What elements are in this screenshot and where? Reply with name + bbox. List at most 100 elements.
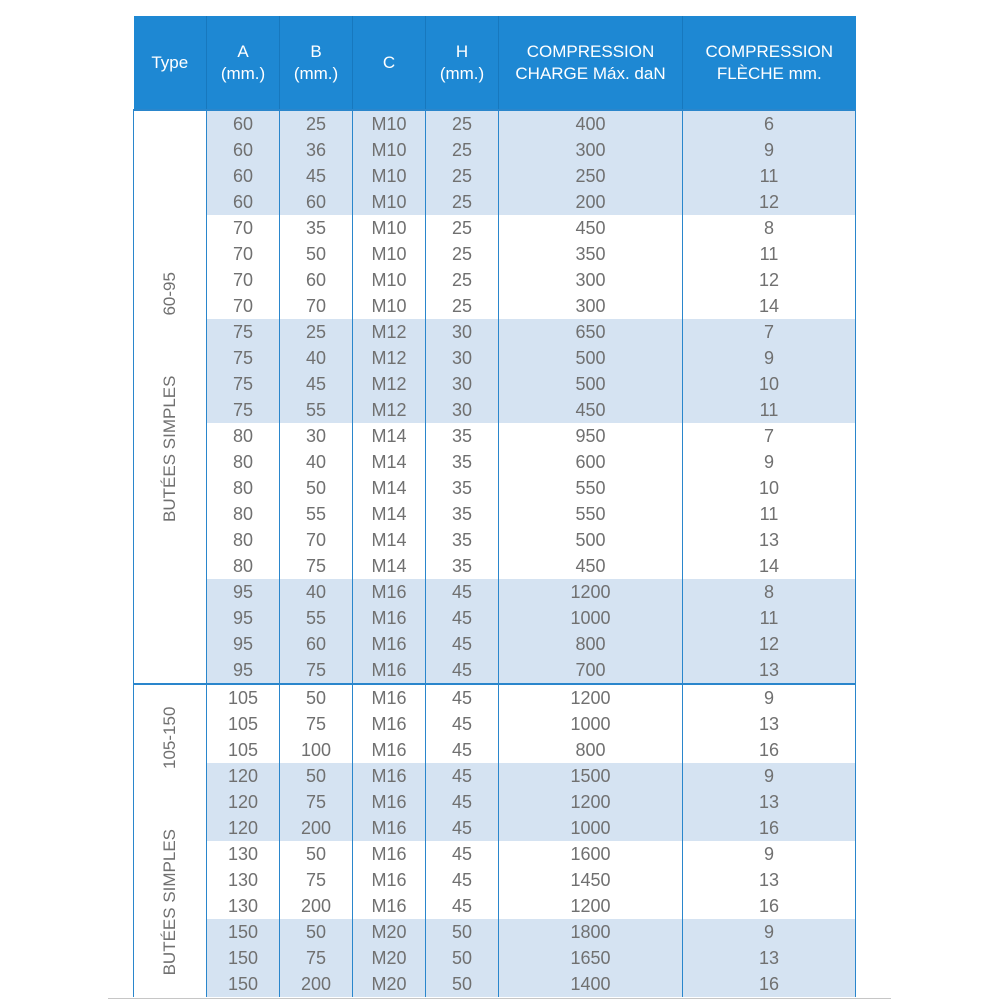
type-name: BUTÉES SIMPLES (160, 375, 179, 522)
cell-c: M10 (352, 163, 426, 189)
cell-fleche: 6 (682, 109, 856, 137)
cell-c: M10 (352, 109, 426, 137)
cell-fleche: 9 (682, 919, 856, 945)
cell-a: 75 (206, 397, 280, 423)
cell-h: 25 (425, 109, 499, 137)
cell-h: 45 (425, 737, 499, 763)
cell-c: M12 (352, 319, 426, 345)
cell-b: 75 (279, 867, 353, 893)
spec-table: Type A (mm.) B (mm.) C H (mm.) COMPRESSION CHARGE… (133, 16, 856, 997)
cell-fleche: 8 (682, 579, 856, 605)
cell-h: 45 (425, 815, 499, 841)
cell-charge: 450 (498, 553, 683, 579)
table-row: BUTÉES SIMPLES 105-150 105 50 M16 45 1200 9 (133, 683, 856, 997)
cell-c: M16 (352, 683, 426, 711)
cell-c: M10 (352, 137, 426, 163)
header-line: H (455, 41, 469, 61)
table-row: 105 75 M16 45 1000 13 (134, 711, 856, 737)
cell-fleche: 16 (682, 737, 856, 763)
cell-a: 60 (206, 163, 280, 189)
header-b: B (mm.) (279, 16, 353, 110)
cell-b: 70 (279, 527, 353, 553)
cell-charge: 700 (498, 657, 683, 684)
header-line: Type (151, 52, 189, 72)
cell-charge: 300 (498, 293, 683, 319)
header-line: (mm.) (439, 63, 485, 83)
cell-h: 45 (425, 789, 499, 815)
table-row: 80 75 M14 35 450 14 (134, 553, 856, 579)
bottom-rule (108, 998, 891, 999)
cell-b: 40 (279, 345, 353, 371)
cell-b: 100 (279, 737, 353, 763)
cell-c: M12 (352, 371, 426, 397)
header-line: C (382, 52, 396, 72)
cell-h: 35 (425, 501, 499, 527)
cell-a: 150 (206, 971, 280, 997)
cell-c: M12 (352, 345, 426, 371)
cell-c: M10 (352, 215, 426, 241)
cell-c: M16 (352, 579, 426, 605)
cell-b: 55 (279, 501, 353, 527)
cell-fleche: 7 (682, 423, 856, 449)
cell-h: 30 (425, 371, 499, 397)
cell-a: 75 (206, 319, 280, 345)
cell-c: M14 (352, 449, 426, 475)
cell-b: 55 (279, 397, 353, 423)
table-row: 130 50 M16 45 1600 9 (134, 841, 856, 867)
cell-a: 150 (206, 919, 280, 945)
table-row: 95 55 M16 45 1000 11 (134, 605, 856, 631)
cell-charge: 500 (498, 527, 683, 553)
cell-c: M16 (352, 815, 426, 841)
cell-h: 45 (425, 657, 499, 684)
cell-c: M10 (352, 267, 426, 293)
type-range: 105-150 (160, 706, 179, 769)
type-name: BUTÉES SIMPLES (160, 828, 179, 976)
header-line: FLÈCHE mm. (716, 63, 822, 83)
header-line: COMPRESSION (705, 41, 834, 61)
cell-b: 25 (279, 319, 353, 345)
cell-b: 40 (279, 449, 353, 475)
cell-h: 25 (425, 189, 499, 215)
cell-c: M20 (352, 919, 426, 945)
table-row: 75 55 M12 30 450 11 (134, 397, 856, 423)
cell-charge: 300 (498, 137, 683, 163)
cell-h: 35 (425, 423, 499, 449)
table-row: 60 60 M10 25 200 12 (134, 189, 856, 215)
cell-c: M16 (352, 763, 426, 789)
cell-h: 50 (425, 945, 499, 971)
cell-a: 95 (206, 605, 280, 631)
cell-b: 75 (279, 553, 353, 579)
cell-c: M16 (352, 737, 426, 763)
cell-b: 40 (279, 579, 353, 605)
cell-c: M16 (352, 657, 426, 684)
cell-c: M16 (352, 867, 426, 893)
cell-a: 80 (206, 449, 280, 475)
cell-a: 105 (206, 711, 280, 737)
cell-a: 130 (206, 893, 280, 919)
cell-a: 120 (206, 815, 280, 841)
cell-c: M14 (352, 501, 426, 527)
cell-fleche: 9 (682, 841, 856, 867)
cell-charge: 1650 (498, 945, 683, 971)
table-row: 70 35 M10 25 450 8 (134, 215, 856, 241)
cell-b: 75 (279, 945, 353, 971)
cell-charge: 1200 (498, 789, 683, 815)
table-row: 60 36 M10 25 300 9 (134, 137, 856, 163)
cell-a: 60 (206, 137, 280, 163)
cell-a: 95 (206, 631, 280, 657)
table-row: 80 50 M14 35 550 10 (134, 475, 856, 501)
cell-a: 80 (206, 553, 280, 579)
cell-h: 45 (425, 631, 499, 657)
cell-b: 60 (279, 631, 353, 657)
cell-c: M14 (352, 475, 426, 501)
cell-charge: 800 (498, 737, 683, 763)
cell-charge: 600 (498, 449, 683, 475)
cell-c: M16 (352, 605, 426, 631)
cell-a: 80 (206, 501, 280, 527)
cell-a: 70 (206, 215, 280, 241)
table-row: 60 45 M10 25 250 11 (134, 163, 856, 189)
cell-charge: 550 (498, 501, 683, 527)
cell-b: 75 (279, 711, 353, 737)
cell-a: 130 (206, 867, 280, 893)
table-row: BUTÉES SIMPLES 60-95 60 25 M10 25 400 6 (133, 109, 856, 684)
